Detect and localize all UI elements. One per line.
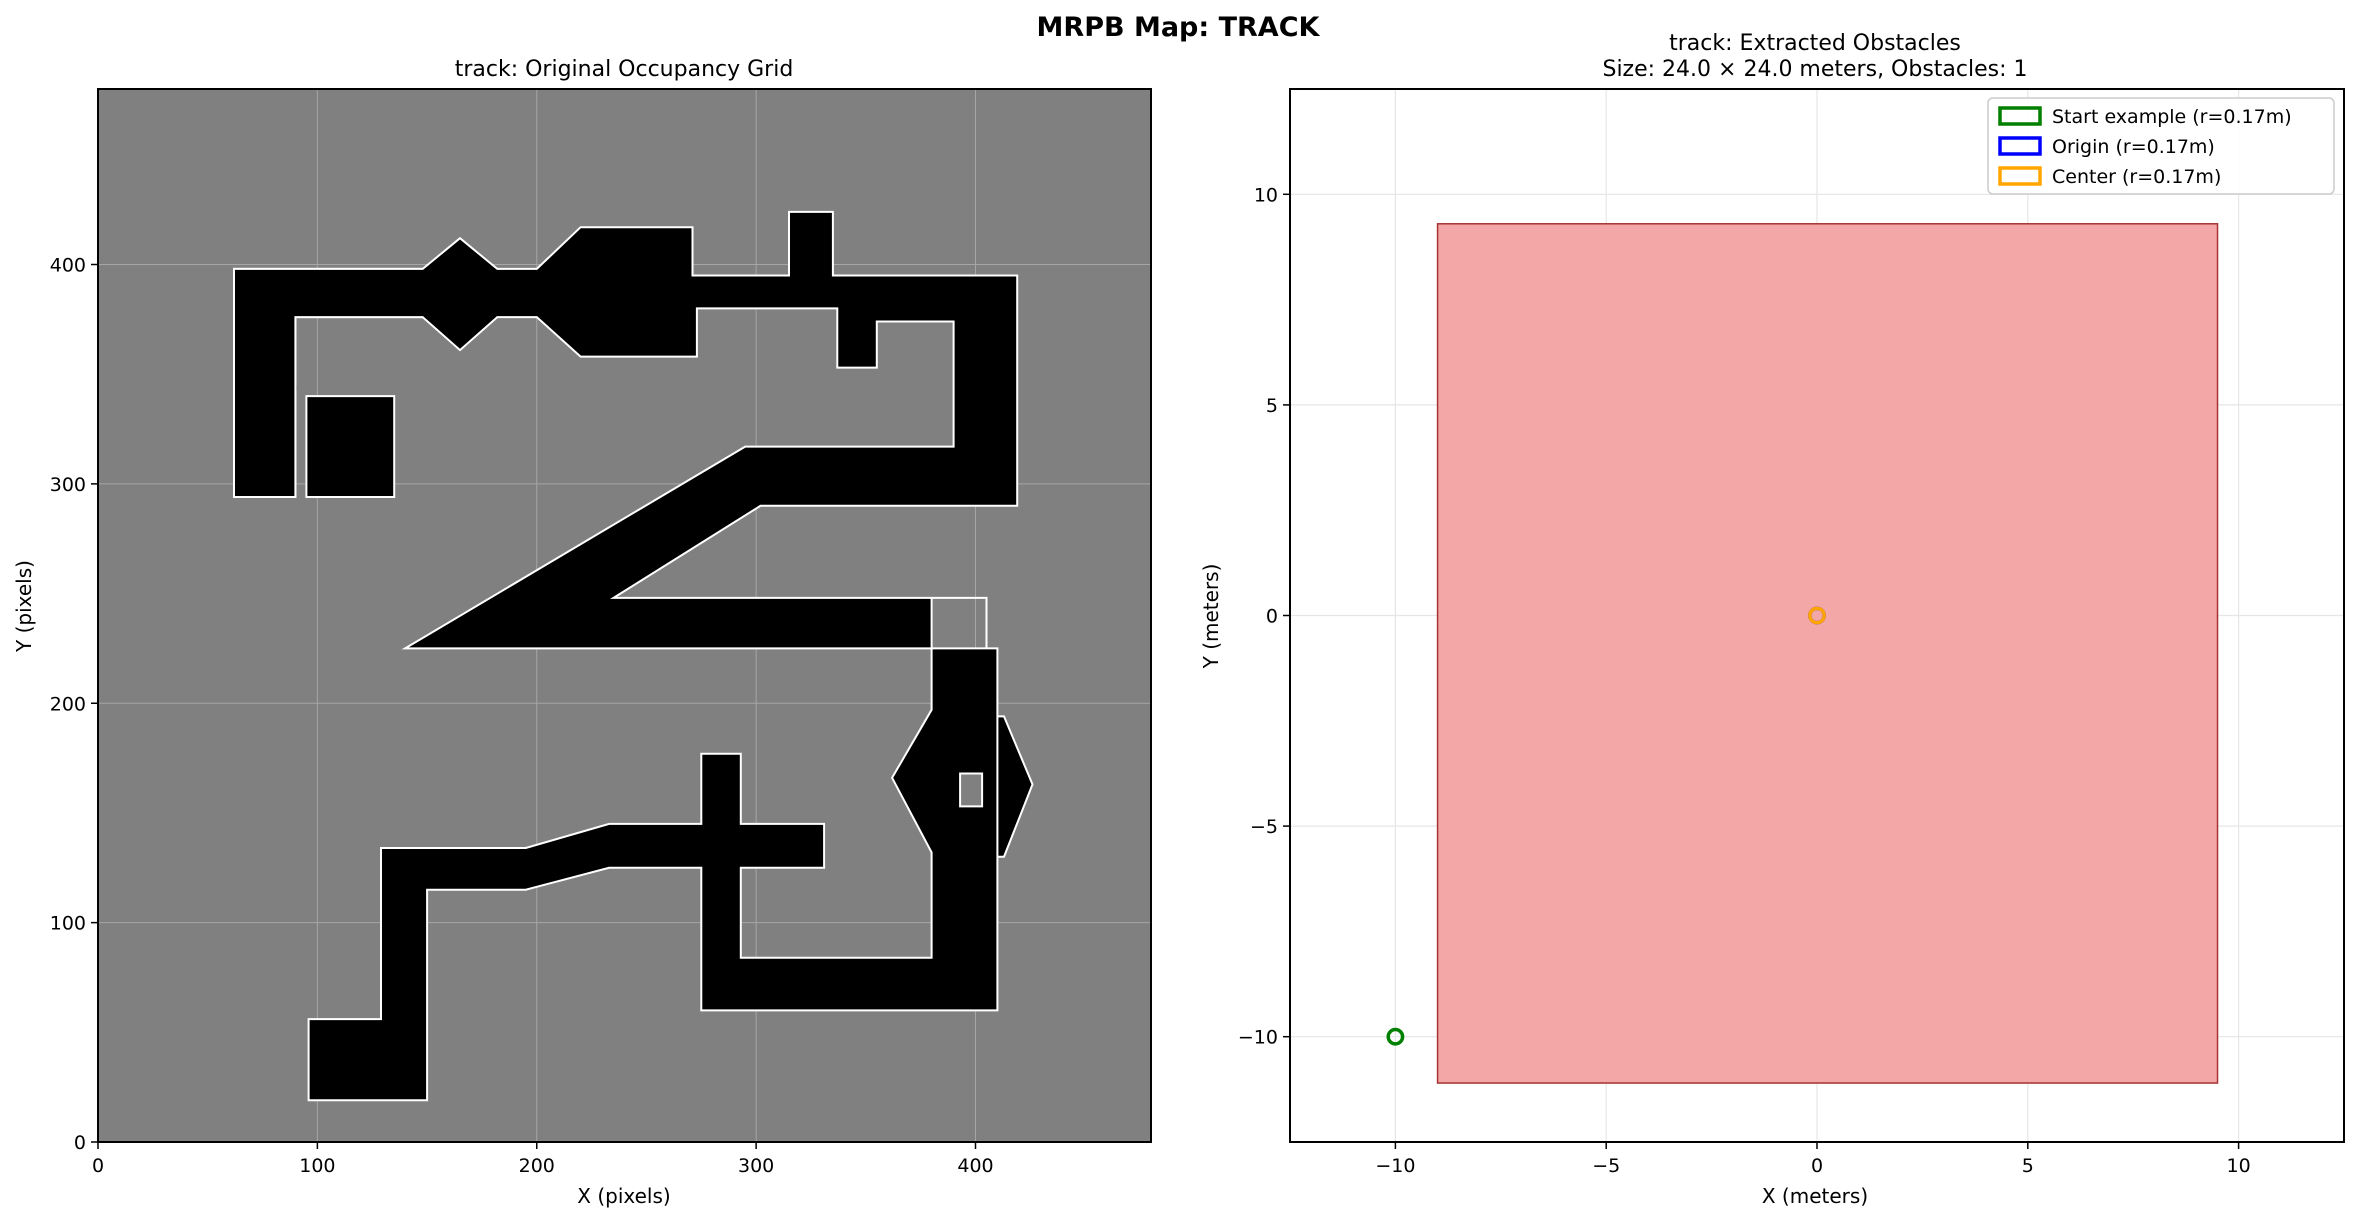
occupancy-grid-title: track: Original Occupancy Grid <box>455 57 794 82</box>
x-tick-label: −5 <box>1592 1155 1620 1177</box>
x-tick-label: 100 <box>299 1155 335 1177</box>
y-tick-label: 100 <box>50 913 86 935</box>
obstacles-subtitle: Size: 24.0 × 24.0 meters, Obstacles: 1 <box>1602 57 2027 82</box>
obstacle-lower-path <box>307 647 999 1102</box>
x-tick-label: 10 <box>2227 1155 2251 1177</box>
x-tick-label: 0 <box>92 1155 104 1177</box>
x-tick-label: 5 <box>2022 1155 2034 1177</box>
obstacles-ylabel: Y (meters) <box>1199 564 1223 670</box>
y-tick-label: 0 <box>1266 606 1278 628</box>
y-tick-label: 5 <box>1266 395 1278 417</box>
y-tick-label: 300 <box>50 474 86 496</box>
legend-label: Start example (r=0.17m) <box>2052 106 2292 128</box>
occupancy-grid-xlabel: X (pixels) <box>577 1184 670 1208</box>
marker-center <box>1808 606 1826 625</box>
obstacles-axes: track: Extracted Obstacles Size: 24.0 × … <box>1199 31 2345 1208</box>
obstacles-xlabel: X (meters) <box>1762 1184 1868 1208</box>
x-tick-label: −10 <box>1375 1155 1415 1177</box>
x-tick-label: 200 <box>519 1155 555 1177</box>
y-tick-label: 400 <box>50 255 86 277</box>
legend-swatch <box>1998 106 2042 126</box>
marker-start <box>1386 1027 1405 1046</box>
x-tick-label: 300 <box>738 1155 774 1177</box>
legend-swatch <box>1998 136 2042 156</box>
legend: Start example (r=0.17m) Origin (r=0.17m) C… <box>1987 97 2335 195</box>
x-tick-label: 400 <box>957 1155 993 1177</box>
occupancy-grid-ylabel: Y (pixels) <box>12 560 36 653</box>
legend-label: Center (r=0.17m) <box>2052 166 2221 188</box>
y-tick-label: 0 <box>74 1132 86 1154</box>
axes-frame <box>97 88 1152 1143</box>
x-tick-label: 0 <box>1811 1155 1823 1177</box>
obstacle-diamond-hole <box>959 772 984 808</box>
legend-label: Origin (r=0.17m) <box>2052 136 2215 158</box>
y-tick-label: −10 <box>1238 1027 1278 1049</box>
obstacle-rect <box>1436 223 2219 1084</box>
figure-title: MRPB Map: TRACK <box>1037 12 1321 43</box>
legend-box <box>1987 97 2335 195</box>
legend-swatch <box>1998 166 2042 186</box>
y-tick-label: 10 <box>1254 184 1278 206</box>
occupancy-grid-axes: track: Original Occupancy Grid X (pixels… <box>12 57 1152 1208</box>
y-tick-label: −5 <box>1250 816 1278 838</box>
obstacles-title: track: Extracted Obstacles <box>1669 31 1961 56</box>
y-tick-label: 200 <box>50 693 86 715</box>
obstacle-left-block <box>305 395 396 498</box>
